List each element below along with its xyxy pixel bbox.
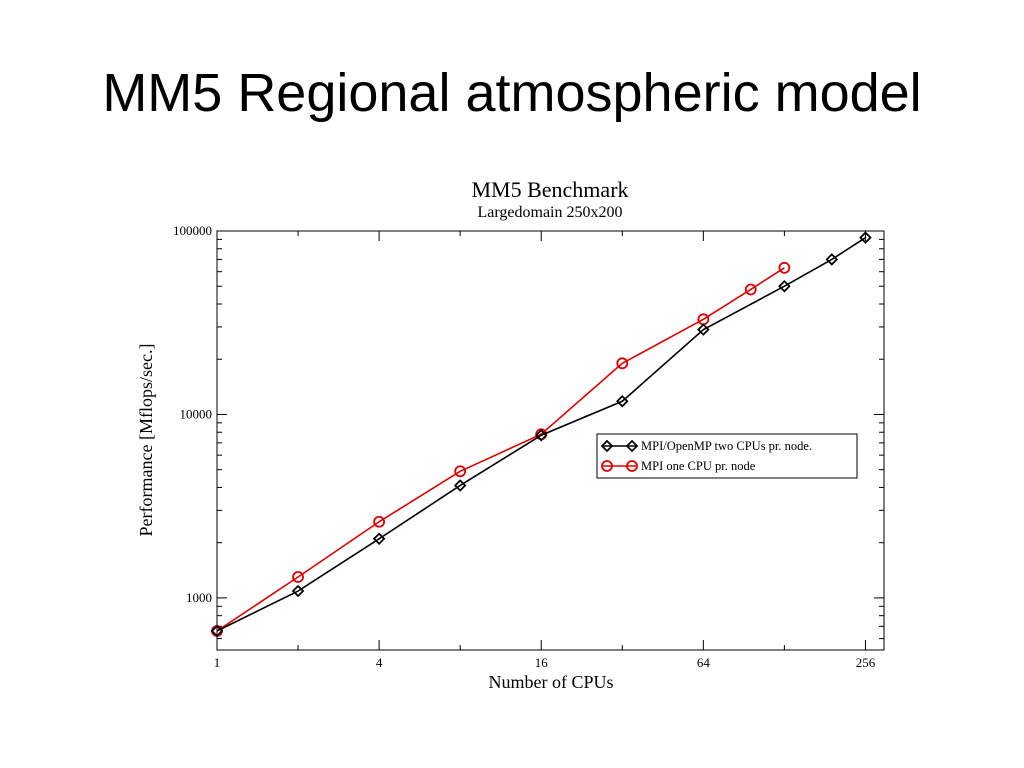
data-point <box>291 584 305 598</box>
data-point <box>372 532 386 546</box>
legend-marker <box>601 460 613 472</box>
data-point <box>859 231 872 244</box>
chart-subtitle: Largedomain 250x200 <box>477 204 622 221</box>
series-line <box>216 236 866 632</box>
legend: MPI/OpenMP two CPUs pr. node. MPI one CPU… <box>596 433 858 479</box>
y-tick-label: 100000 <box>173 223 212 238</box>
data-point <box>616 357 629 370</box>
legend-label: MPI/OpenMP two CPUs pr. node. <box>641 439 812 453</box>
data-point <box>697 323 710 336</box>
y-axis-label: Performance [Mflops/sec.] <box>136 344 156 537</box>
x-tick-label: 64 <box>697 655 711 670</box>
axis-ticks <box>216 230 884 650</box>
series-layer <box>210 231 872 638</box>
x-tick-label: 256 <box>856 655 876 670</box>
data-point <box>778 261 791 274</box>
slide-title: MM5 Regional atmospheric model <box>102 63 922 123</box>
data-point <box>373 515 386 528</box>
x-tick-label: 1 <box>214 655 221 670</box>
legend-marker <box>626 460 638 472</box>
legend-marker <box>625 439 639 453</box>
x-axis-label: Number of CPUs <box>489 672 614 692</box>
x-tick-label: 4 <box>376 655 383 670</box>
data-point <box>292 571 304 583</box>
legend-items: MPI/OpenMP two CPUs pr. node. MPI one CPU… <box>600 439 812 473</box>
data-point <box>453 479 467 492</box>
x-tick-label: 16 <box>535 655 549 670</box>
legend-label: MPI one CPU pr. node <box>641 459 756 473</box>
legend-box <box>596 433 858 479</box>
legend-marker <box>600 439 614 453</box>
y-tick-label: 10000 <box>180 406 213 421</box>
data-point <box>616 394 629 408</box>
plot-frame <box>216 230 885 651</box>
data-point <box>744 283 757 296</box>
axis-tick-labels: 1 4 16 64 256 1000 10000 100000 <box>173 223 876 670</box>
series-line <box>216 267 785 632</box>
series-mpi-openmp <box>210 231 872 638</box>
series-mpi-one-cpu <box>211 261 791 637</box>
chart-title: MM5 Benchmark <box>471 177 628 202</box>
data-point <box>454 465 467 478</box>
data-point <box>210 624 224 638</box>
data-point <box>778 279 791 293</box>
data-point <box>534 429 548 442</box>
data-point <box>825 253 839 266</box>
y-tick-label: 1000 <box>186 590 212 605</box>
